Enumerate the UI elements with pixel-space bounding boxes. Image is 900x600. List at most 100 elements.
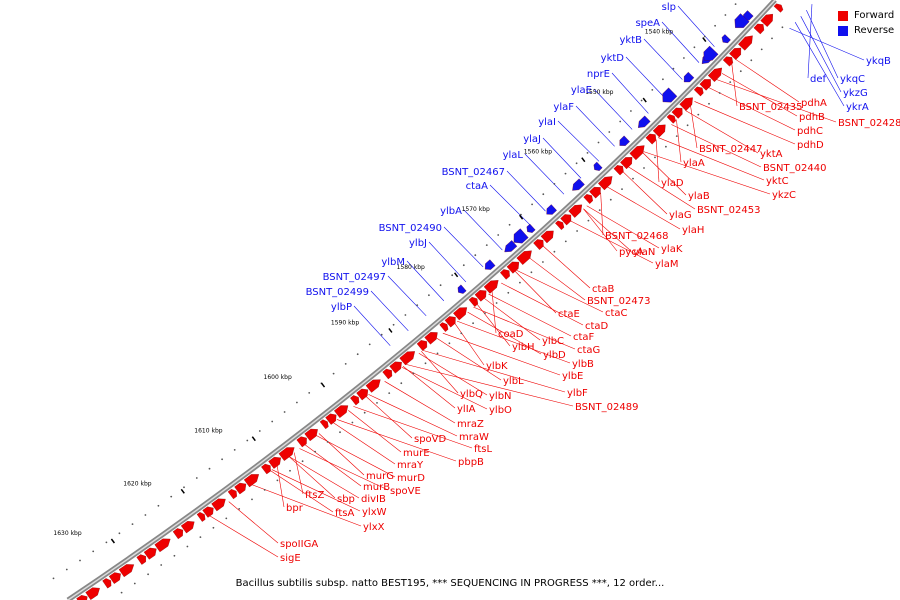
map-caption: Bacillus subtilis subsp. natto BEST195, … bbox=[235, 578, 665, 589]
position-dot bbox=[575, 162, 578, 165]
label-leader bbox=[401, 367, 488, 410]
label-leader bbox=[643, 38, 683, 80]
reverse-gene-label: ctaA bbox=[466, 181, 489, 192]
forward-gene-arrow bbox=[568, 204, 583, 218]
forward-gene-arrow bbox=[319, 419, 329, 430]
label-leader bbox=[506, 170, 546, 212]
position-dot bbox=[675, 135, 678, 138]
forward-gene-arrow bbox=[365, 379, 381, 393]
forward-gene-arrow bbox=[760, 13, 773, 27]
forward-gene-label: ylaK bbox=[661, 244, 683, 255]
position-dot bbox=[662, 78, 664, 81]
position-dot bbox=[472, 322, 474, 325]
label-leader bbox=[731, 63, 738, 107]
reverse-gene-label: ylaJ bbox=[523, 134, 541, 145]
forward-gene-arrow bbox=[356, 388, 369, 401]
forward-gene-arrow bbox=[613, 165, 624, 176]
kbp-tick-mark bbox=[642, 97, 647, 103]
forward-gene-arrow bbox=[154, 538, 171, 553]
position-dot bbox=[52, 577, 55, 580]
label-leader bbox=[600, 192, 604, 236]
forward-gene-arrow bbox=[382, 368, 393, 380]
position-dot bbox=[686, 124, 689, 127]
position-dot bbox=[388, 392, 391, 394]
legend-forward: Forward bbox=[838, 8, 894, 23]
forward-gene-label: pdhA bbox=[801, 98, 827, 109]
label-leader bbox=[655, 139, 660, 183]
forward-gene-label: spoVD bbox=[414, 434, 447, 445]
reverse-gene-label: ylbP bbox=[331, 302, 352, 313]
reverse-gene-label: ylbM bbox=[381, 257, 405, 268]
kbp-tick-label: 1580 kbp bbox=[397, 264, 425, 271]
position-dot bbox=[251, 498, 253, 501]
reverse-gene-arrow bbox=[683, 71, 695, 83]
forward-gene-label: ykzC bbox=[772, 190, 796, 201]
forward-gene-label: ylbL bbox=[503, 376, 524, 387]
position-dot bbox=[296, 401, 298, 404]
label-leader bbox=[387, 275, 427, 317]
position-dot bbox=[308, 392, 311, 394]
kbp-tick-label: 1550 kbp bbox=[585, 89, 613, 96]
reverse-gene-label: BSNT_02467 bbox=[442, 167, 505, 178]
label-leader bbox=[318, 433, 365, 476]
forward-gene-label: ylbF bbox=[567, 388, 588, 399]
label-leader bbox=[428, 241, 467, 283]
position-dot bbox=[586, 152, 589, 154]
label-leader bbox=[454, 322, 485, 366]
position-dot bbox=[363, 411, 366, 414]
forward-gene-arrow bbox=[439, 322, 449, 332]
forward-gene-label: ylIA bbox=[457, 404, 476, 415]
position-dot bbox=[436, 352, 439, 355]
forward-gene-arrow bbox=[499, 269, 510, 280]
position-dot bbox=[170, 495, 173, 498]
reverse-gene-label: ykqC bbox=[840, 74, 865, 85]
position-dot bbox=[630, 110, 632, 112]
forward-gene-label: ylaA bbox=[683, 158, 705, 169]
forward-gene-arrow bbox=[506, 261, 520, 274]
forward-gene-arrow bbox=[296, 436, 307, 448]
label-leader bbox=[586, 205, 660, 249]
forward-gene-arrow bbox=[304, 428, 318, 442]
label-leader bbox=[368, 394, 458, 437]
forward-gene-arrow bbox=[738, 35, 753, 51]
label-leader bbox=[316, 435, 396, 478]
position-dot bbox=[208, 467, 211, 470]
label-leader bbox=[529, 257, 586, 301]
position-dot bbox=[412, 372, 415, 375]
forward-gene-label: pdhD bbox=[797, 140, 824, 151]
label-leader bbox=[690, 105, 698, 149]
forward-gene-label: ylbQ bbox=[460, 389, 483, 400]
forward-gene-arrow bbox=[325, 413, 337, 425]
label-leader bbox=[483, 297, 541, 341]
label-leader bbox=[661, 21, 700, 63]
forward-gene-arrow bbox=[389, 361, 402, 374]
label-leader bbox=[304, 444, 362, 487]
legend-reverse: Reverse bbox=[838, 23, 894, 38]
forward-gene-label: yktA bbox=[760, 149, 783, 160]
reverse-swatch bbox=[838, 25, 848, 36]
label-leader bbox=[442, 332, 561, 376]
kbp-tick-mark bbox=[581, 157, 586, 163]
forward-gene-arrow bbox=[102, 578, 112, 589]
label-leader bbox=[271, 469, 361, 512]
forward-gene-arrow bbox=[444, 316, 456, 328]
position-dot bbox=[564, 172, 567, 175]
forward-gene-arrow bbox=[453, 307, 468, 321]
position-dot bbox=[495, 302, 498, 304]
label-leader bbox=[488, 293, 572, 337]
kbp-tick-mark bbox=[518, 214, 524, 220]
label-leader bbox=[794, 22, 845, 107]
position-dot bbox=[416, 304, 419, 306]
position-dot bbox=[326, 441, 329, 443]
position-dot bbox=[460, 332, 463, 335]
position-dot bbox=[183, 486, 185, 489]
label-leader bbox=[293, 452, 304, 495]
label-leader bbox=[807, 4, 813, 79]
label-leader bbox=[735, 59, 800, 103]
position-dot bbox=[760, 48, 763, 51]
forward-gene-label: ftsA bbox=[335, 508, 354, 519]
legend-reverse-label: Reverse bbox=[854, 25, 895, 36]
position-dot bbox=[451, 274, 454, 277]
forward-gene-label: spoIIGA bbox=[280, 539, 318, 550]
reverse-gene-arrow bbox=[721, 34, 731, 44]
